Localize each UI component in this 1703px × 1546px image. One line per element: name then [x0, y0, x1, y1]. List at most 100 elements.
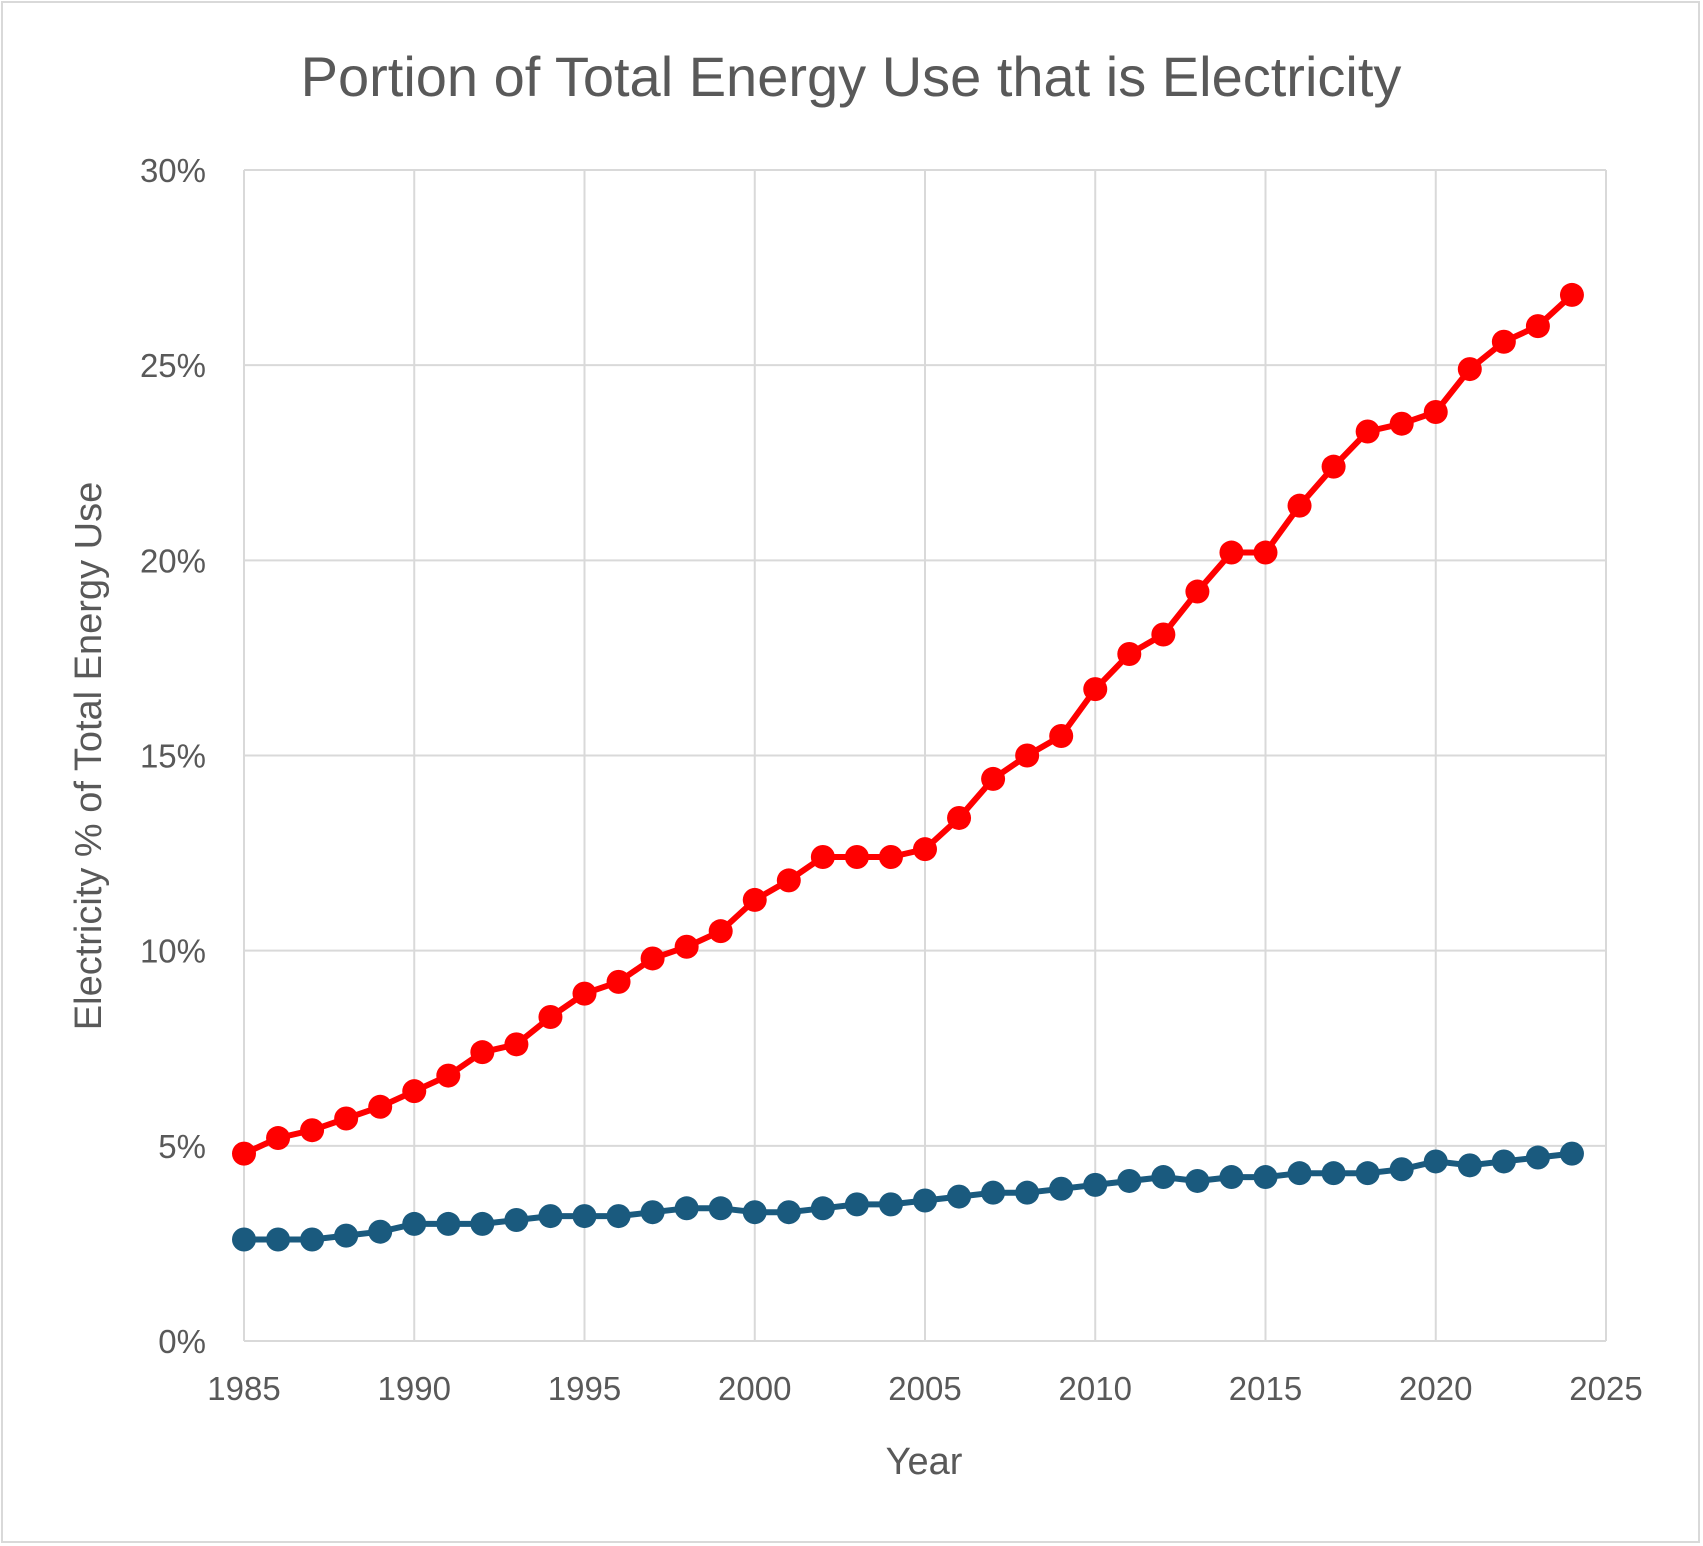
data-point: [1015, 1180, 1040, 1205]
data-point: [1559, 282, 1584, 307]
data-point: [538, 1005, 563, 1030]
data-point: [538, 1204, 563, 1229]
data-point: [1491, 329, 1516, 354]
data-point: [776, 868, 801, 893]
data-point: [300, 1118, 325, 1143]
x-axis-title: Year: [886, 1441, 963, 1483]
data-point: [300, 1227, 325, 1252]
data-point: [1185, 1168, 1210, 1193]
data-point: [878, 1192, 903, 1217]
y-axis-title: Electricity % of Total Energy Use: [68, 482, 110, 1030]
data-point: [708, 1196, 733, 1221]
data-point: [640, 1200, 665, 1225]
data-point: [1321, 454, 1346, 479]
data-point: [1219, 1165, 1244, 1190]
data-point: [1457, 357, 1482, 382]
y-axis-ticks: 0% 5% 10% 15% 20% 25% 30%: [140, 152, 206, 1360]
data-point: [368, 1219, 393, 1244]
y-tick-label: 30%: [140, 152, 206, 189]
data-point: [232, 1227, 256, 1252]
data-point: [1321, 1161, 1346, 1186]
x-tick-label: 2000: [718, 1370, 791, 1407]
data-point: [674, 1196, 699, 1221]
data-point: [878, 844, 903, 869]
data-point: [266, 1227, 291, 1252]
data-point: [402, 1079, 427, 1104]
data-point: [1457, 1153, 1482, 1178]
data-point: [1491, 1149, 1516, 1174]
data-point: [1355, 419, 1380, 444]
data-point: [334, 1223, 359, 1248]
data-point: [640, 946, 665, 971]
data-point: [1083, 677, 1108, 702]
data-point: [1423, 400, 1448, 425]
series-1: [232, 282, 1584, 1166]
y-tick-label: 10%: [140, 933, 206, 970]
data-point: [1389, 411, 1414, 436]
chart-title: Portion of Total Energy Use that is Elec…: [301, 45, 1402, 108]
data-point: [981, 1180, 1006, 1205]
data-point: [776, 1200, 801, 1225]
x-tick-label: 2005: [888, 1370, 961, 1407]
data-point: [708, 919, 733, 944]
x-tick-label: 1990: [378, 1370, 451, 1407]
data-point: [913, 1188, 937, 1213]
data-point: [1015, 743, 1040, 768]
data-point: [1559, 1141, 1584, 1166]
data-point: [606, 1204, 631, 1229]
data-point: [572, 981, 597, 1006]
data-point: [1355, 1161, 1380, 1186]
series-line: [244, 1150, 1573, 1243]
data-point: [1253, 1165, 1278, 1190]
data-point: [674, 934, 699, 959]
data-point: [947, 1184, 972, 1209]
data-point: [844, 1192, 869, 1217]
x-tick-label: 2015: [1229, 1370, 1302, 1407]
series-2: [232, 1141, 1584, 1252]
data-point: [810, 1196, 835, 1221]
data-point: [436, 1211, 461, 1236]
data-point: [947, 805, 972, 830]
x-tick-label: 2010: [1059, 1370, 1132, 1407]
y-tick-label: 20%: [140, 542, 206, 579]
x-axis-ticks: 1985 1990 1995 2000 2005 2010 2015 2020 2025: [207, 1370, 1642, 1407]
data-point: [368, 1094, 393, 1119]
data-point: [1151, 622, 1176, 647]
data-point: [470, 1211, 495, 1236]
data-point: [1525, 1145, 1550, 1170]
data-point: [470, 1040, 495, 1065]
data-point: [1185, 579, 1210, 604]
y-tick-label: 5%: [158, 1128, 206, 1165]
y-tick-label: 25%: [140, 347, 206, 384]
x-tick-label: 1995: [548, 1370, 621, 1407]
data-point: [436, 1063, 461, 1088]
data-point: [402, 1211, 427, 1236]
data-point: [810, 844, 835, 869]
data-point: [913, 837, 937, 862]
data-point: [1423, 1149, 1448, 1174]
data-point: [1049, 1176, 1074, 1201]
data-point: [232, 1141, 256, 1166]
x-tick-label: 1985: [207, 1370, 280, 1407]
gridlines: [243, 169, 1607, 1342]
data-point: [1287, 1161, 1312, 1186]
data-point: [1117, 1168, 1142, 1193]
data-point: [1049, 723, 1074, 748]
series-line: [242, 292, 1575, 1157]
data-point: [844, 844, 869, 869]
data-point: [504, 1207, 529, 1232]
data-point: [606, 969, 631, 994]
data-point: [1389, 1157, 1414, 1182]
data-point: [742, 1200, 767, 1225]
data-point: [1117, 642, 1142, 667]
data-point: [981, 766, 1006, 791]
data-point: [1525, 314, 1550, 339]
x-tick-label: 2020: [1399, 1370, 1472, 1407]
data-point: [334, 1106, 359, 1131]
data-point: [1151, 1165, 1176, 1190]
data-point: [1219, 540, 1244, 565]
data-point: [1083, 1172, 1108, 1197]
data-point: [1287, 493, 1312, 518]
